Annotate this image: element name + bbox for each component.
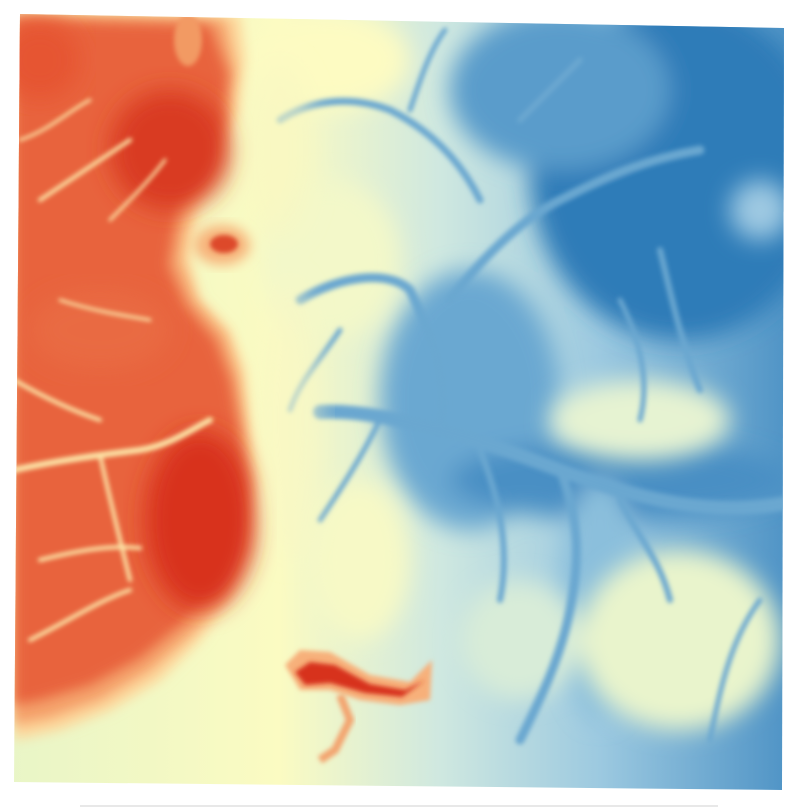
high-elevation-zone	[14, 14, 260, 740]
highland-gullies	[14, 98, 213, 642]
isolated-ridge-south	[285, 650, 432, 764]
isolated-hill-north	[194, 225, 250, 265]
drainage-network	[276, 27, 784, 745]
peak-north-edge	[174, 14, 202, 66]
transition-corridor	[245, 60, 320, 560]
